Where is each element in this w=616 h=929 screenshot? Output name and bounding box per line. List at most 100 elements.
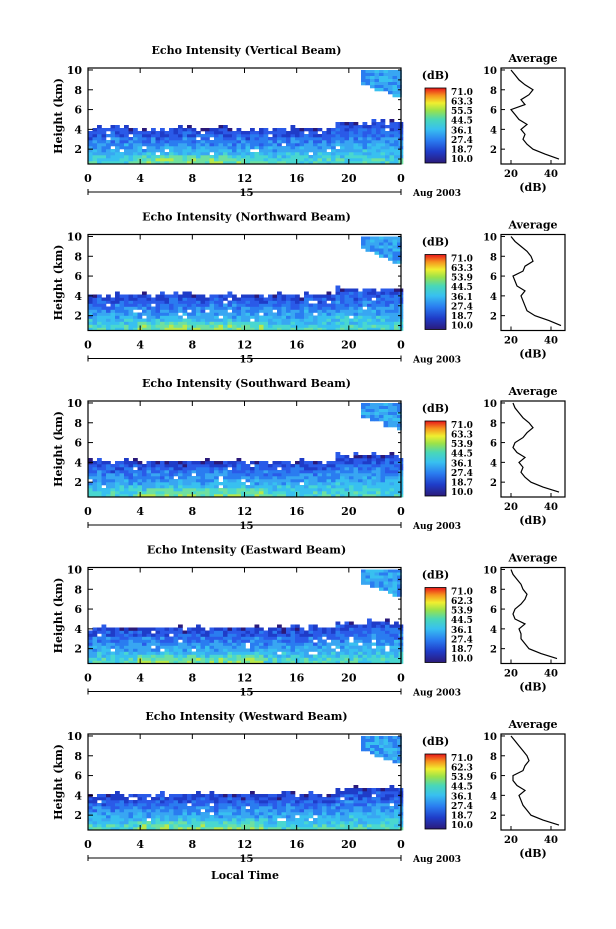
- echo-cell: [196, 479, 201, 483]
- echo-cell: [340, 791, 345, 795]
- profile-y-tick-label: 6: [490, 439, 497, 450]
- echo-cell: [173, 651, 179, 655]
- echo-cell: [317, 303, 323, 307]
- echo-cell: [358, 809, 363, 813]
- echo-cell: [295, 161, 300, 165]
- echo-cell: [187, 131, 192, 135]
- echo-cell: [214, 482, 219, 486]
- echo-cell: [335, 158, 341, 162]
- echo-cell: [169, 161, 174, 165]
- echo-cell: [376, 797, 381, 801]
- echo-cell: [277, 648, 282, 652]
- echo-cell: [200, 470, 206, 474]
- echo-cell: [317, 494, 323, 498]
- echo-cell: [295, 657, 300, 661]
- echo-cell: [110, 315, 116, 319]
- echo-cell: [317, 803, 323, 807]
- echo-cell: [331, 494, 336, 498]
- echo-cell: [223, 488, 228, 492]
- cloud-cell: [370, 76, 375, 80]
- echo-cell: [250, 131, 255, 135]
- echo-cell: [286, 324, 291, 328]
- echo-cell: [106, 161, 111, 165]
- echo-cell: [191, 161, 197, 165]
- echo-cell: [128, 482, 134, 486]
- echo-cell: [232, 648, 237, 652]
- echo-cell: [286, 794, 291, 798]
- echo-cell: [299, 134, 305, 138]
- echo-cell: [371, 494, 377, 498]
- echo-cell: [335, 621, 341, 625]
- echo-cell: [142, 642, 147, 646]
- echo-cell: [209, 297, 215, 301]
- echo-cell: [169, 461, 174, 465]
- x-tick-label: 20: [341, 505, 357, 518]
- echo-cell: [295, 485, 300, 489]
- echo-cell: [295, 651, 300, 655]
- echo-cell: [200, 491, 206, 495]
- cloud-cell: [397, 572, 402, 576]
- echo-cell: [254, 140, 260, 144]
- echo-cell: [313, 479, 318, 483]
- echo-cell: [241, 300, 246, 304]
- echo-cell: [200, 800, 206, 804]
- echo-cell: [232, 134, 237, 138]
- echo-cell: [376, 788, 381, 792]
- cloud-cell: [388, 242, 393, 246]
- echo-cell: [322, 309, 327, 313]
- echo-cell: [394, 488, 399, 492]
- echo-cell: [173, 485, 179, 489]
- echo-cell: [137, 137, 143, 141]
- echo-cell: [196, 318, 201, 322]
- echo-cell: [299, 473, 305, 477]
- echo-cell: [299, 645, 305, 649]
- echo-cell: [196, 791, 201, 795]
- echo-cell: [313, 824, 318, 828]
- echo-cell: [101, 815, 107, 819]
- cloud-cell: [392, 754, 398, 758]
- echo-cell: [254, 636, 260, 640]
- echo-cell: [151, 660, 156, 664]
- echo-cell: [362, 636, 368, 640]
- echo-cell: [394, 455, 399, 459]
- echo-cell: [326, 660, 332, 664]
- echo-cell: [281, 627, 287, 631]
- echo-cell: [218, 660, 224, 664]
- echo-cell: [389, 119, 395, 123]
- echo-cell: [340, 321, 345, 325]
- echo-cell: [187, 297, 192, 301]
- echo-cell: [88, 318, 93, 322]
- cloud-cell: [397, 412, 402, 416]
- echo-cell: [101, 624, 107, 628]
- echo-cell: [214, 470, 219, 474]
- echo-cell: [326, 146, 332, 150]
- echo-cell: [376, 479, 381, 483]
- echo-cell: [263, 470, 269, 474]
- echo-cell: [97, 146, 102, 150]
- echo-cell: [358, 812, 363, 816]
- cloud-cell: [370, 248, 375, 252]
- echo-cell: [119, 803, 125, 807]
- cloud-cell: [361, 415, 366, 419]
- echo-cell: [97, 312, 102, 316]
- echo-cell: [371, 642, 377, 646]
- echo-cell: [101, 161, 107, 165]
- echo-cell: [232, 476, 237, 480]
- echo-cell: [344, 155, 350, 159]
- echo-cell: [146, 639, 152, 643]
- echo-cell: [389, 627, 395, 631]
- echo-cell: [92, 630, 98, 634]
- echo-cell: [344, 312, 350, 316]
- echo-cell: [304, 633, 309, 637]
- echo-cell: [214, 306, 219, 310]
- echo-cell: [236, 467, 242, 471]
- echo-cell: [281, 821, 287, 825]
- echo-cell: [254, 821, 260, 825]
- echo-cell: [344, 794, 350, 798]
- profile-x-label: (dB): [519, 348, 546, 361]
- echo-cell: [106, 806, 111, 810]
- echo-cell: [200, 639, 206, 643]
- echo-cell: [272, 131, 278, 135]
- echo-cell: [394, 122, 399, 126]
- echo-cell: [376, 455, 381, 459]
